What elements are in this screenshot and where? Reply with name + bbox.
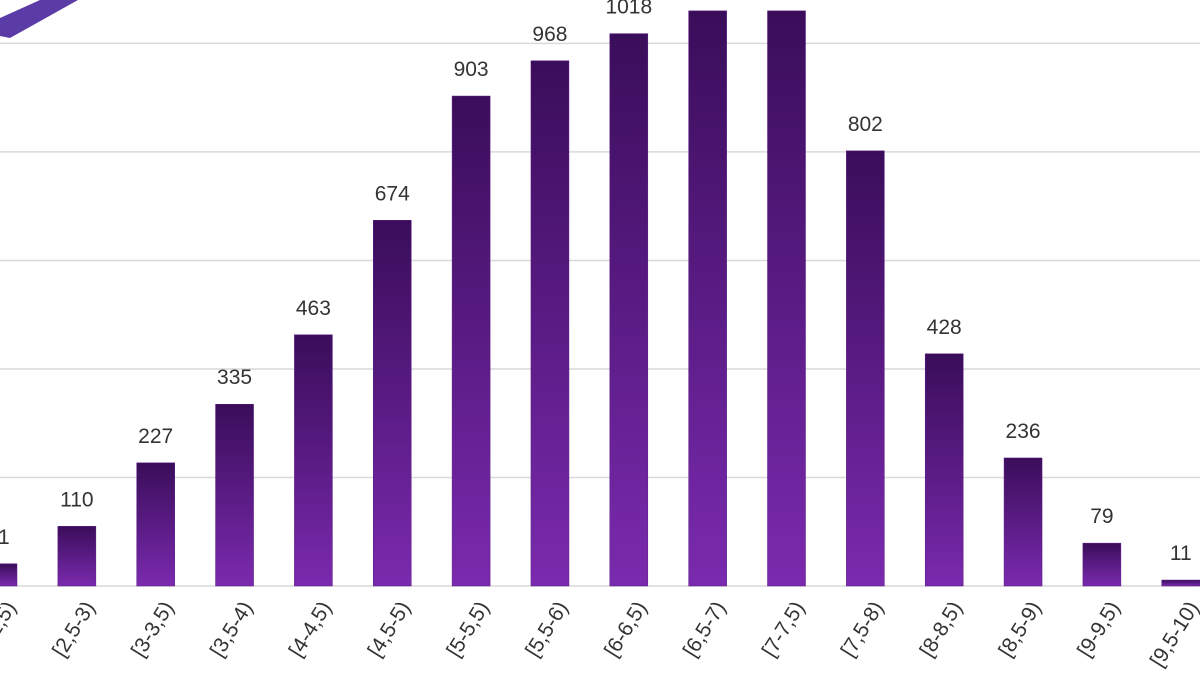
bar <box>530 60 570 587</box>
bar <box>0 563 18 587</box>
x-tick-label: [9,5-10) <box>1146 597 1200 671</box>
x-tick-label: [9-9,5) <box>1073 597 1125 661</box>
x-tick-label: [3-3,5) <box>127 597 179 661</box>
bar <box>1003 457 1043 587</box>
x-tick-label: [3,5-4) <box>206 597 258 661</box>
x-tick-label: [4,5-5) <box>364 597 416 661</box>
data-label: 968 <box>532 23 567 46</box>
bar <box>846 150 885 587</box>
data-label: 1018 <box>605 0 652 19</box>
bar <box>215 403 254 587</box>
x-tick-label: [6-6,5) <box>600 597 652 661</box>
x-tick-label: [6,5-7) <box>679 597 731 661</box>
data-label: 79 <box>1090 505 1113 528</box>
data-label: 428 <box>927 316 962 339</box>
data-label: 802 <box>848 113 883 136</box>
x-tick-label: [5,5-6) <box>521 597 573 661</box>
bar <box>136 462 175 587</box>
data-label: 674 <box>375 182 410 205</box>
bar <box>924 353 964 587</box>
x-tick-label: [2-2,5) <box>0 597 21 661</box>
bar <box>767 10 806 587</box>
x-tick-label: [8-8,5) <box>915 597 967 661</box>
data-label: 41 <box>0 526 10 549</box>
bar <box>1082 542 1122 587</box>
bar <box>57 526 97 587</box>
bar <box>373 220 412 587</box>
bar <box>609 33 649 587</box>
x-tick-label: [7,5-8) <box>837 597 889 661</box>
data-label: 227 <box>138 425 173 448</box>
data-label: 110 <box>60 488 93 511</box>
bar <box>294 334 333 587</box>
x-tick-label: [7-7,5) <box>758 597 810 661</box>
x-tick-label: [8,5-9) <box>994 597 1046 661</box>
x-tick-label: [2,5-3) <box>48 597 100 661</box>
x-tick-label: [5-5,5) <box>442 597 494 661</box>
data-label: 236 <box>1006 420 1041 443</box>
corner-decoration <box>0 0 78 38</box>
data-label: 11 <box>1170 542 1192 565</box>
bar <box>1161 579 1200 587</box>
x-tick-label: [4-4,5) <box>285 597 337 661</box>
data-label: 463 <box>296 297 331 320</box>
data-label: 903 <box>454 58 489 81</box>
bar <box>451 95 491 587</box>
bar <box>688 10 727 587</box>
data-label: 335 <box>217 366 252 389</box>
